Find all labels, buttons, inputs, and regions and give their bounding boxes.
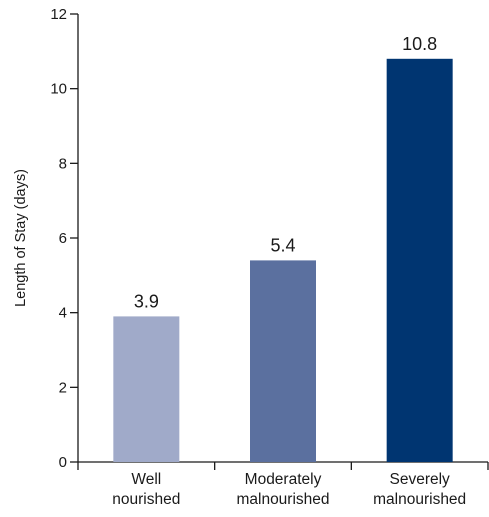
y-tick-label: 6 (59, 230, 67, 247)
bar (113, 316, 180, 462)
y-tick-label: 4 (59, 305, 67, 322)
y-tick-label: 2 (59, 379, 67, 396)
data-label: 3.9 (134, 291, 159, 311)
x-tick-label: Well nourished (112, 471, 180, 508)
data-label: 5.4 (270, 235, 295, 255)
bars (113, 58, 453, 463)
y-tick-label: 10 (50, 81, 67, 98)
bar (386, 58, 453, 463)
y-tick-label: 0 (59, 454, 67, 471)
y-axis: 0 2 4 6 8 10 12 (50, 6, 79, 471)
x-tick-label: Severely malnourished (373, 471, 466, 508)
y-tick-label: 12 (50, 6, 67, 23)
x-axis: Well nourished Moderately malnourished Sever… (77, 461, 489, 508)
y-tick-label: 8 (59, 155, 67, 172)
data-label: 10.8 (402, 34, 437, 54)
bar (250, 260, 316, 462)
data-labels: 3.9 5.4 10.8 (134, 34, 437, 312)
x-tick-label: Moderately malnourished (236, 471, 329, 508)
y-axis-title: Length of Stay (days) (13, 169, 29, 307)
